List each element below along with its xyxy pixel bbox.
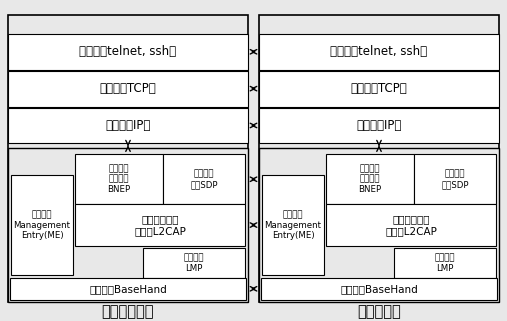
Bar [8, 15, 248, 302]
Bar [261, 278, 497, 300]
Bar [75, 204, 245, 246]
Bar [11, 175, 73, 275]
Text: 硬件基带BaseHand: 硬件基带BaseHand [89, 284, 167, 294]
Text: 服务发现
协议SDP: 服务发现 协议SDP [190, 169, 218, 189]
Bar [259, 34, 499, 70]
Bar [143, 248, 245, 278]
Text: 服务发现
协议SDP: 服务发现 协议SDP [441, 169, 469, 189]
Text: 蓝牙网络
封装协议
BNEP: 蓝牙网络 封装协议 BNEP [358, 164, 382, 194]
Bar [8, 148, 248, 302]
Bar [259, 71, 499, 107]
Bar [259, 108, 499, 143]
Bar [75, 154, 163, 204]
Text: 网络层（IP）: 网络层（IP） [105, 119, 151, 132]
Text: 蓝牙网络
封装协议
BNEP: 蓝牙网络 封装协议 BNEP [107, 164, 131, 194]
Bar [414, 154, 496, 204]
Bar [259, 148, 499, 302]
Bar [10, 278, 246, 300]
Text: 链路管理
LMP: 链路管理 LMP [434, 253, 455, 273]
Bar [8, 34, 248, 70]
Bar [8, 71, 248, 107]
Bar [326, 154, 414, 204]
Text: 逻辑链路和适
配协议L2CAP: 逻辑链路和适 配协议L2CAP [134, 214, 186, 236]
Text: 逻辑链路和适
配协议L2CAP: 逻辑链路和适 配协议L2CAP [385, 214, 437, 236]
Text: 链路管理
LMP: 链路管理 LMP [184, 253, 204, 273]
Text: 移动笔记本: 移动笔记本 [357, 304, 401, 319]
Text: 网络层（IP）: 网络层（IP） [356, 119, 402, 132]
Text: 柱上工业设备: 柱上工业设备 [102, 304, 154, 319]
Text: 管理实体
Management
Entry(ME): 管理实体 Management Entry(ME) [14, 210, 70, 240]
Bar [394, 248, 496, 278]
Bar [8, 108, 248, 143]
Text: 管理实体
Management
Entry(ME): 管理实体 Management Entry(ME) [265, 210, 321, 240]
Bar [163, 154, 245, 204]
Text: 传输层（TCP）: 传输层（TCP） [351, 82, 408, 95]
Bar [259, 15, 499, 302]
Bar [326, 204, 496, 246]
Text: 传输层（TCP）: 传输层（TCP） [99, 82, 156, 95]
Text: 硬件基带BaseHand: 硬件基带BaseHand [340, 284, 418, 294]
Bar [262, 175, 324, 275]
Text: 应用层（telnet, ssh）: 应用层（telnet, ssh） [80, 45, 176, 58]
Text: 应用层（telnet, ssh）: 应用层（telnet, ssh） [331, 45, 427, 58]
